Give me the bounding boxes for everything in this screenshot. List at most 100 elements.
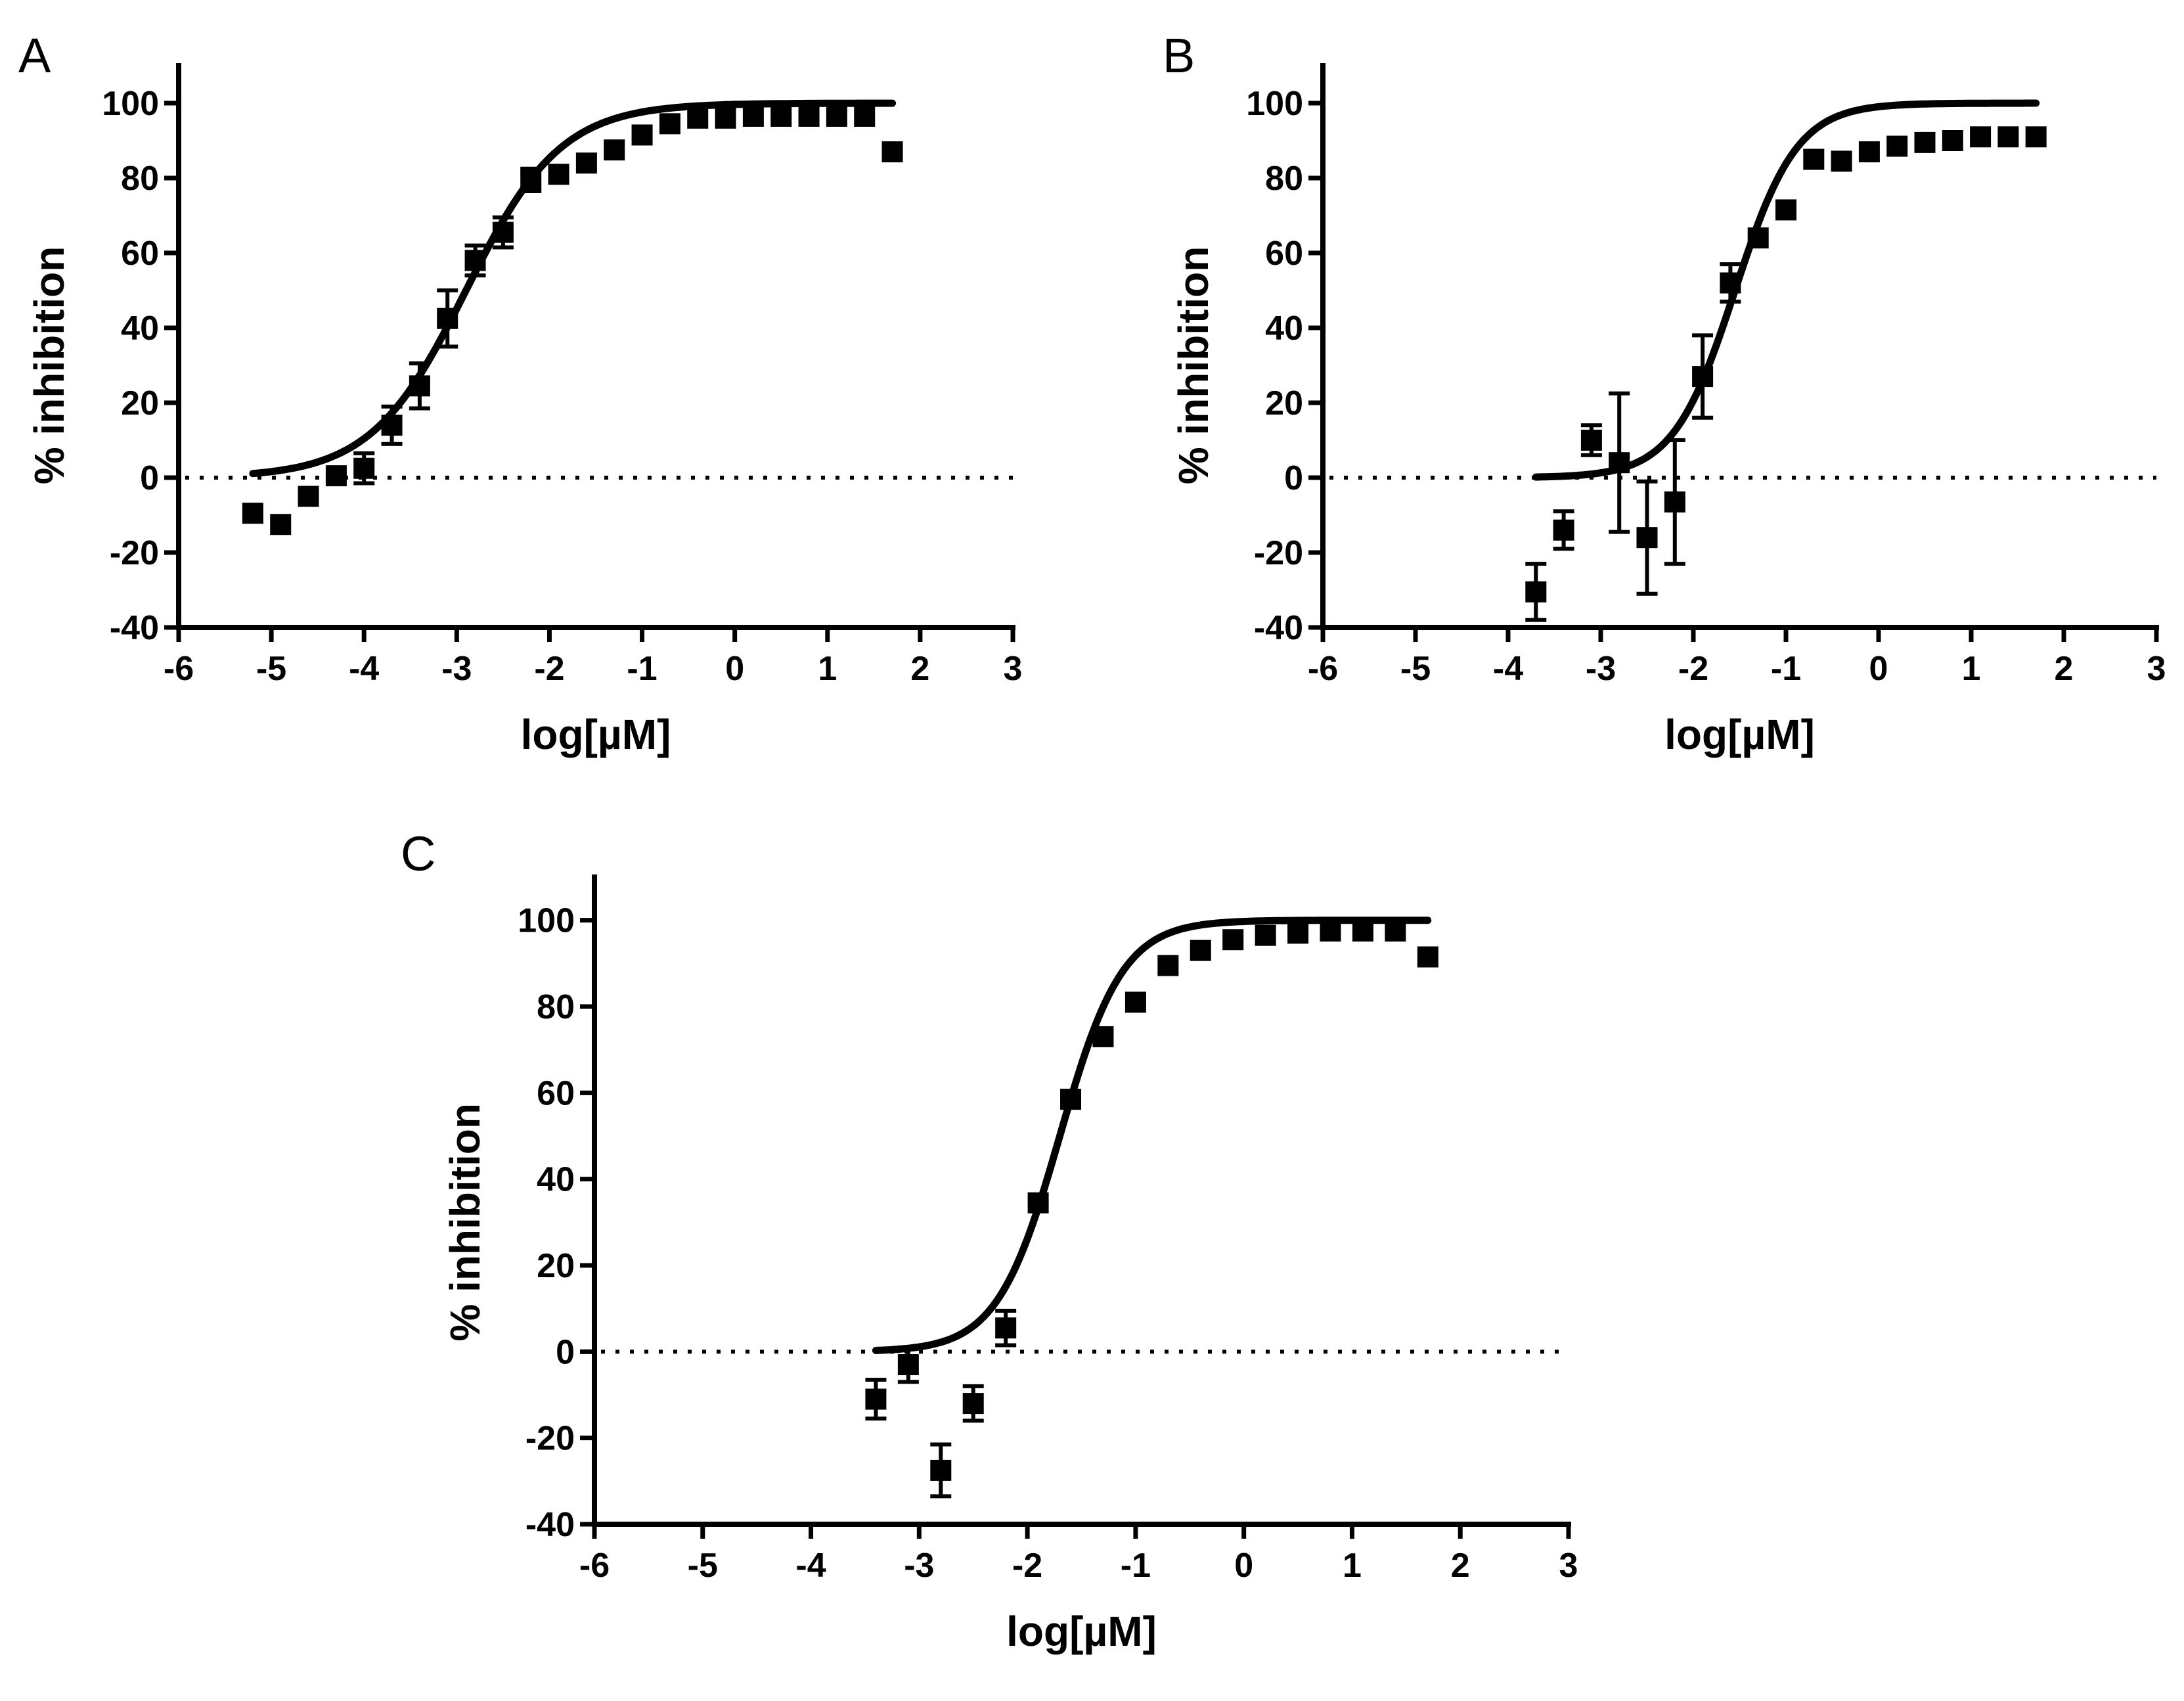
data-point: [242, 503, 263, 524]
data-point: [1320, 920, 1341, 942]
y-tick-label: 100: [518, 902, 575, 940]
data-point: [1222, 929, 1244, 951]
x-tick-label: -2: [534, 650, 564, 688]
data-point: [962, 1393, 984, 1415]
data-point: [1027, 1192, 1049, 1213]
y-tick-label: 80: [121, 160, 159, 198]
y-tick-label: -20: [110, 534, 159, 572]
data-point: [409, 375, 430, 397]
data-point: [659, 113, 680, 135]
y-tick-label: -40: [110, 609, 159, 647]
y-tick-label: 40: [537, 1161, 575, 1199]
data-point: [930, 1459, 952, 1481]
panel-letter: A: [18, 28, 51, 83]
x-tick-label: -4: [795, 1547, 826, 1585]
x-tick-label: 3: [1559, 1547, 1578, 1585]
data-point: [995, 1317, 1017, 1339]
x-tick-label: 0: [725, 650, 744, 688]
x-tick-label: 3: [2147, 650, 2166, 688]
y-tick-label: 80: [537, 988, 575, 1026]
data-point: [1914, 131, 1936, 153]
fit-curve: [249, 99, 897, 478]
data-point: [1803, 148, 1825, 170]
y-tick-label: 100: [102, 85, 159, 123]
panel-c: C -6 -5 -4 -3 -2 -1 0 1 2 3 100 80 60 40 20 0 -20 -40 log[µ…: [401, 827, 1578, 1655]
data-point: [770, 105, 792, 127]
data-point: [1747, 227, 1769, 249]
data-point: [270, 514, 292, 535]
x-tick-label: -6: [164, 650, 194, 688]
x-axis-title: log[µM]: [1006, 1608, 1157, 1655]
data-point: [1970, 126, 1992, 148]
x-axis-title: log[µM]: [1664, 711, 1815, 758]
y-tick-label: 80: [1265, 160, 1303, 198]
y-tick-label: -40: [525, 1506, 575, 1544]
data-point: [492, 221, 514, 243]
fit-curve: [1532, 99, 2040, 481]
y-tick-label: -40: [1254, 609, 1303, 647]
data-point: [1580, 430, 1602, 451]
data-point: [865, 1388, 887, 1410]
data-point: [631, 124, 653, 146]
x-tick-label: -1: [627, 650, 657, 688]
data-point: [1775, 199, 1796, 221]
data-point: [1692, 366, 1714, 388]
y-tick-label: 20: [537, 1247, 575, 1285]
x-axis-title: log[µM]: [521, 711, 671, 758]
x-tick-label: 0: [1869, 650, 1888, 688]
data-point: [1636, 527, 1658, 549]
x-tick-label: -4: [349, 650, 379, 688]
data-point: [1287, 922, 1309, 944]
x-tick-label: -3: [441, 650, 472, 688]
y-tick-label: 60: [1265, 235, 1303, 273]
x-tick-label: -5: [256, 650, 286, 688]
data-point: [826, 105, 847, 127]
x-tick-label: -1: [1121, 1547, 1151, 1585]
panel-letter: C: [401, 827, 435, 881]
data-point: [1092, 1026, 1114, 1047]
y-axis-title: % inhibition: [1170, 246, 1217, 485]
data-point: [2025, 126, 2047, 148]
data-point: [1417, 946, 1438, 968]
x-tick-label: 1: [818, 650, 837, 688]
data-point: [381, 415, 403, 436]
x-tick-label: -6: [1308, 650, 1338, 688]
y-tick-label: 20: [1265, 384, 1303, 422]
panel-letter: B: [1163, 28, 1195, 83]
data-point: [1060, 1089, 1082, 1110]
x-tick-label: 2: [910, 650, 929, 688]
y-tick-label: 60: [537, 1074, 575, 1112]
data-point: [1858, 141, 1880, 163]
x-tick-label: 0: [1234, 1547, 1253, 1585]
data-point: [575, 152, 597, 174]
x-tick-label: -2: [1012, 1547, 1042, 1585]
fit-curve: [872, 917, 1432, 1354]
x-tick-label: -3: [904, 1547, 934, 1585]
y-tick-label: 20: [121, 384, 159, 422]
y-tick-label: -20: [1254, 534, 1303, 572]
data-point: [1157, 955, 1179, 976]
data-point: [715, 107, 736, 129]
data-point: [1720, 272, 1741, 294]
data-point: [604, 139, 625, 161]
data-point: [520, 169, 542, 191]
data-point: [1255, 924, 1276, 946]
y-tick-label: -20: [525, 1420, 575, 1458]
y-tick-label: 60: [121, 235, 159, 273]
x-tick-label: 2: [2055, 650, 2074, 688]
data-point: [1125, 991, 1146, 1013]
data-point: [1190, 940, 1211, 961]
data-point: [1886, 135, 1908, 157]
y-axis-title: % inhibition: [26, 246, 73, 485]
panel-b: B -6 -5 -4 -3 -2 -1 0 1 2 3 100 80 60 40 20 0 -20 -40 log[µ…: [1163, 28, 2166, 758]
data-point: [1942, 130, 1963, 151]
x-tick-label: -5: [1400, 650, 1431, 688]
x-tick-label: 3: [1004, 650, 1023, 688]
data-point: [1664, 491, 1685, 513]
x-tick-label: 1: [1962, 650, 1981, 688]
data-point: [854, 105, 876, 127]
data-point: [1831, 150, 1852, 172]
data-point: [298, 486, 319, 507]
x-tick-label: 2: [1451, 1547, 1470, 1585]
